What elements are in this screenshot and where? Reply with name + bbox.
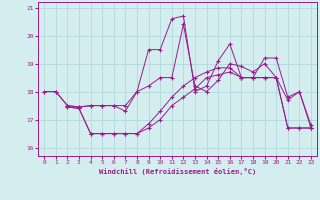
X-axis label: Windchill (Refroidissement éolien,°C): Windchill (Refroidissement éolien,°C) [99,168,256,175]
